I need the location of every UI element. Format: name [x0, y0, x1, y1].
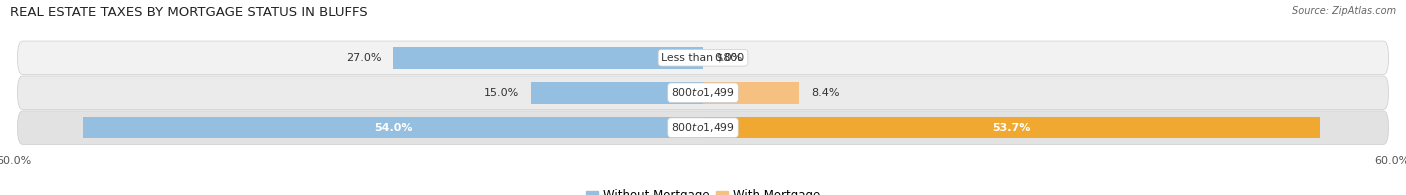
Text: REAL ESTATE TAXES BY MORTGAGE STATUS IN BLUFFS: REAL ESTATE TAXES BY MORTGAGE STATUS IN … — [10, 6, 367, 19]
Bar — [83, 117, 703, 138]
Text: 15.0%: 15.0% — [484, 88, 519, 98]
Legend: Without Mortgage, With Mortgage: Without Mortgage, With Mortgage — [581, 185, 825, 195]
Text: $800 to $1,499: $800 to $1,499 — [671, 121, 735, 134]
Text: $800 to $1,499: $800 to $1,499 — [671, 86, 735, 99]
FancyBboxPatch shape — [17, 76, 1389, 109]
FancyBboxPatch shape — [17, 41, 1389, 74]
Text: 53.7%: 53.7% — [993, 123, 1031, 133]
FancyBboxPatch shape — [17, 111, 1389, 144]
Text: 8.4%: 8.4% — [811, 88, 839, 98]
Bar — [703, 117, 1320, 138]
Text: Source: ZipAtlas.com: Source: ZipAtlas.com — [1292, 6, 1396, 16]
Bar — [392, 47, 703, 69]
Bar — [703, 82, 800, 104]
Text: Less than $800: Less than $800 — [661, 53, 745, 63]
Text: 0.0%: 0.0% — [714, 53, 742, 63]
Text: 27.0%: 27.0% — [346, 53, 381, 63]
Text: 54.0%: 54.0% — [374, 123, 412, 133]
Bar — [531, 82, 703, 104]
